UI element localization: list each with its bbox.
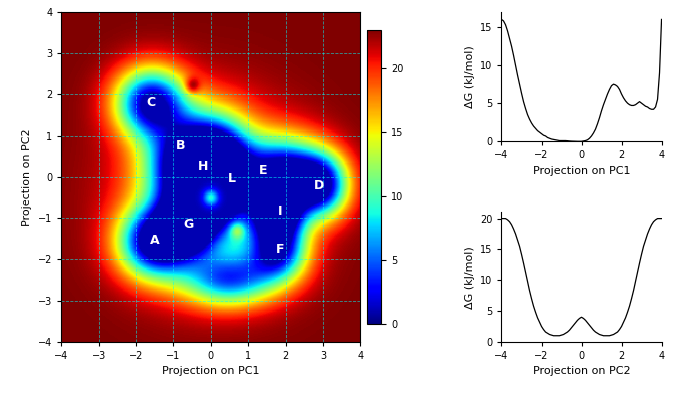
- Y-axis label: Projection on PC2: Projection on PC2: [23, 128, 33, 226]
- X-axis label: Projection on PC1: Projection on PC1: [533, 166, 630, 176]
- Text: L: L: [227, 173, 235, 185]
- Text: A: A: [150, 234, 160, 247]
- Text: F: F: [276, 242, 284, 255]
- Text: B: B: [176, 140, 186, 152]
- Y-axis label: ΔG (kJ/mol): ΔG (kJ/mol): [464, 45, 475, 108]
- Text: D: D: [314, 178, 325, 192]
- Text: E: E: [259, 164, 267, 177]
- Text: G: G: [183, 218, 194, 231]
- Text: H: H: [198, 160, 209, 173]
- Text: C: C: [147, 96, 155, 109]
- X-axis label: Projection on PC2: Projection on PC2: [533, 367, 630, 376]
- Text: I: I: [278, 206, 282, 219]
- Y-axis label: ΔG (kJ/mol): ΔG (kJ/mol): [464, 246, 475, 309]
- X-axis label: Projection on PC1: Projection on PC1: [162, 367, 260, 376]
